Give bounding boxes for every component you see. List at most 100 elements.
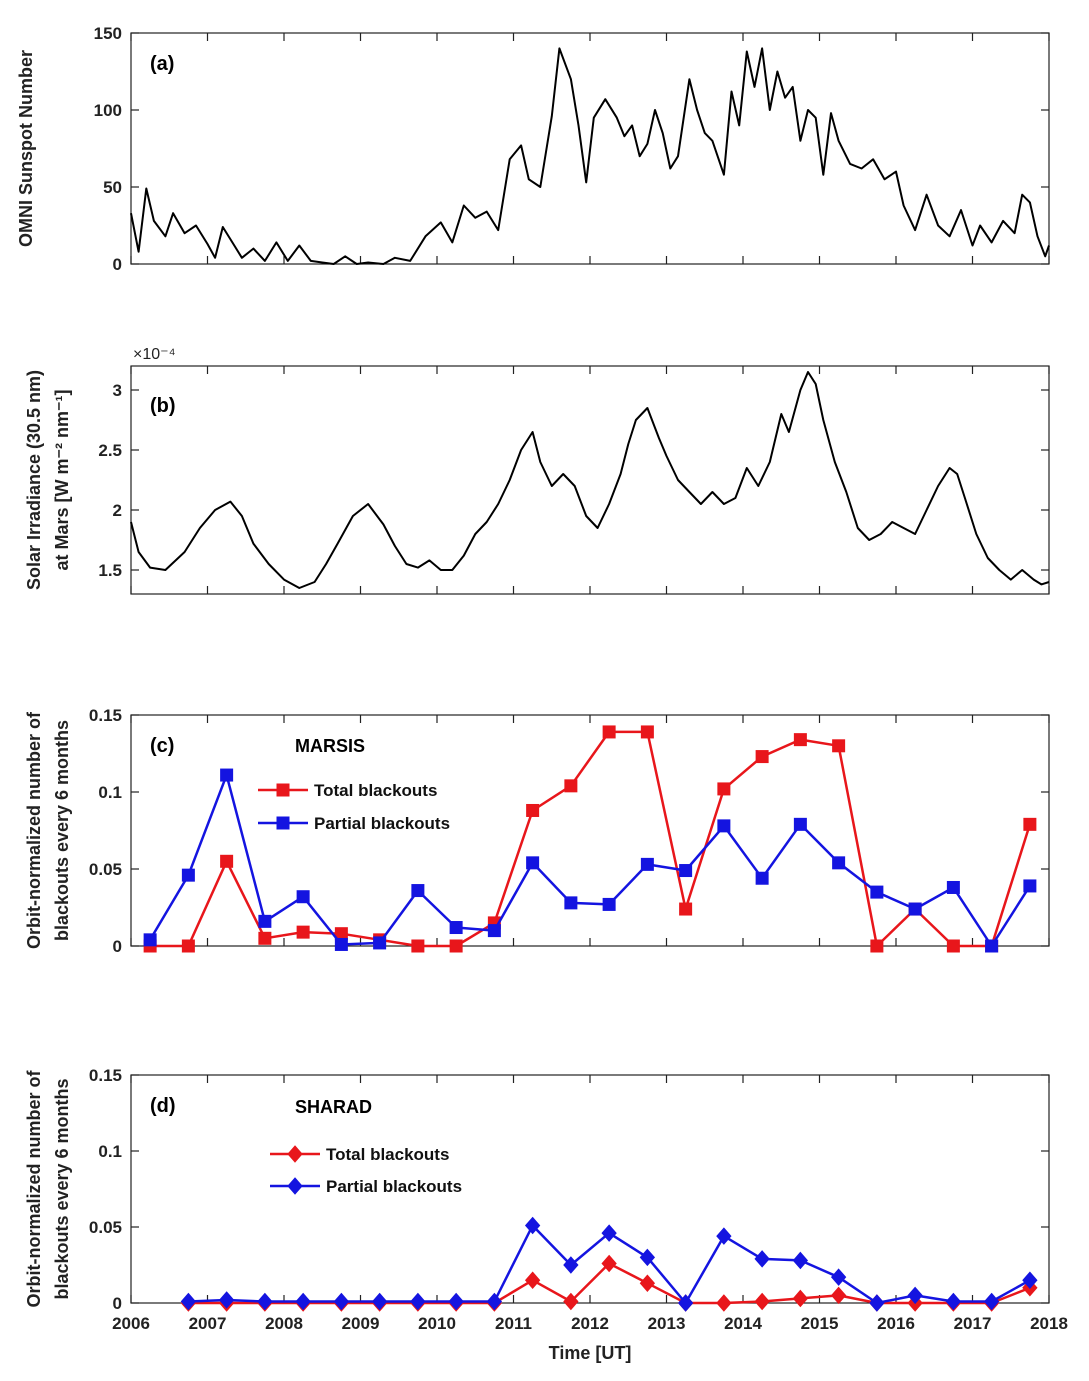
y-tick-label: 0.1 bbox=[98, 1142, 122, 1161]
y-axis-label: blackouts every 6 months bbox=[52, 1078, 72, 1299]
legend-label: Partial blackouts bbox=[314, 814, 450, 833]
y-axis-label: OMNI Sunspot Number bbox=[16, 50, 36, 247]
y-axis-label: Orbit-normalized number of bbox=[24, 1069, 44, 1307]
data-point bbox=[983, 1292, 1000, 1311]
y-tick-label: 3 bbox=[113, 381, 122, 400]
data-point bbox=[411, 939, 425, 953]
y-tick-label: 0.15 bbox=[89, 706, 122, 725]
y-axis-label: blackouts every 6 months bbox=[52, 720, 72, 941]
y-exponent: ×10⁻⁴ bbox=[133, 346, 176, 363]
data-point bbox=[524, 1271, 541, 1289]
legend-label: Total blackouts bbox=[314, 781, 437, 800]
y-tick-label: 0 bbox=[113, 255, 122, 274]
legend-label: Total blackouts bbox=[326, 1145, 449, 1164]
data-point bbox=[1022, 1271, 1038, 1289]
data-point bbox=[870, 939, 884, 953]
legend-marker bbox=[287, 1145, 303, 1163]
data-point bbox=[181, 868, 195, 882]
y-axis-label: at Mars [W m⁻² nm⁻¹] bbox=[52, 389, 72, 570]
y-axis-label: Solar Irradiance (30.5 nm) bbox=[24, 370, 44, 590]
data-point bbox=[639, 1274, 656, 1292]
data-point bbox=[601, 1224, 617, 1242]
data-point bbox=[832, 856, 846, 870]
legend-marker bbox=[287, 1177, 303, 1195]
y-tick-label: 0.05 bbox=[89, 1218, 122, 1237]
data-point bbox=[792, 1289, 809, 1308]
data-point bbox=[181, 939, 195, 953]
x-axis-label: Time [UT] bbox=[549, 1343, 632, 1363]
data-point bbox=[220, 768, 234, 782]
data-point bbox=[985, 939, 999, 953]
y-tick-label: 1.5 bbox=[98, 561, 122, 580]
legend-label: Partial blackouts bbox=[326, 1177, 462, 1196]
data-point bbox=[218, 1291, 235, 1309]
data-point bbox=[526, 856, 540, 870]
data-point bbox=[411, 884, 425, 898]
data-point bbox=[602, 725, 616, 739]
data-point bbox=[793, 817, 807, 831]
data-point bbox=[448, 1292, 464, 1311]
panel-d: 2006 2007 2008 2009 2010 2011 2012 2013 2014 2015… bbox=[24, 1066, 1068, 1363]
data-point bbox=[640, 857, 654, 871]
y-tick-label: 0.15 bbox=[89, 1066, 122, 1085]
panel-a: 0 50 100 150 OMNI Sunspot Number (a) bbox=[16, 24, 1050, 274]
data-point bbox=[832, 739, 846, 753]
data-point bbox=[793, 733, 807, 747]
data-point bbox=[908, 902, 922, 916]
data-point bbox=[563, 1292, 579, 1311]
data-point bbox=[1023, 879, 1037, 893]
data-point bbox=[716, 1227, 732, 1245]
data-point bbox=[869, 1294, 885, 1312]
data-point bbox=[143, 933, 157, 947]
data-point bbox=[907, 1286, 923, 1305]
data-point bbox=[601, 1254, 617, 1273]
data-point bbox=[602, 897, 616, 911]
data-point bbox=[258, 931, 272, 945]
data-point bbox=[946, 939, 960, 953]
data-point bbox=[524, 1216, 541, 1235]
data-point bbox=[679, 902, 693, 916]
x-tick-label: 2014 bbox=[724, 1314, 762, 1333]
data-point bbox=[755, 871, 769, 885]
x-tick-label: 2007 bbox=[189, 1314, 227, 1333]
data-point bbox=[410, 1292, 426, 1311]
panel-label: (d) bbox=[150, 1095, 176, 1117]
data-point bbox=[564, 896, 578, 910]
data-point bbox=[830, 1286, 847, 1305]
data-point bbox=[717, 782, 731, 796]
data-point bbox=[1023, 817, 1037, 831]
x-tick-label: 2012 bbox=[571, 1314, 609, 1333]
data-point bbox=[563, 1256, 579, 1274]
data-point bbox=[295, 1292, 311, 1311]
data-point bbox=[296, 925, 310, 939]
data-point bbox=[220, 854, 234, 868]
axes-box bbox=[130, 1074, 1050, 1304]
panel-b: 1.5 2 2.5 3 Solar Irradiance (30.5 nm) at Mar… bbox=[24, 346, 1050, 595]
data-point bbox=[486, 1292, 503, 1311]
data-point bbox=[296, 890, 310, 904]
data-point bbox=[371, 1292, 388, 1311]
panel-title: SHARAD bbox=[295, 1097, 372, 1117]
series-line bbox=[150, 730, 1032, 948]
y-tick-label: 0.1 bbox=[98, 783, 122, 802]
data-point bbox=[792, 1251, 809, 1270]
data-point bbox=[449, 939, 463, 953]
y-tick-label: 0.05 bbox=[89, 860, 122, 879]
y-tick-label: 2.5 bbox=[98, 441, 122, 460]
x-tick-label: 2017 bbox=[954, 1314, 992, 1333]
data-point bbox=[754, 1292, 770, 1311]
panel-c: 0 0.05 0.1 0.15 Orbit-normalized number of bl… bbox=[24, 706, 1050, 956]
x-tick-label: 2006 bbox=[112, 1314, 150, 1333]
data-point bbox=[449, 921, 463, 935]
x-tick-label: 2015 bbox=[801, 1314, 839, 1333]
x-tick-label: 2009 bbox=[342, 1314, 380, 1333]
data-point bbox=[564, 779, 578, 793]
series-line bbox=[149, 773, 1031, 948]
series-line bbox=[130, 371, 1050, 589]
axes-box bbox=[130, 365, 1050, 595]
panel-label: (a) bbox=[150, 53, 174, 75]
y-tick-label: 150 bbox=[94, 24, 122, 43]
data-point bbox=[487, 924, 501, 938]
data-point bbox=[946, 880, 960, 894]
